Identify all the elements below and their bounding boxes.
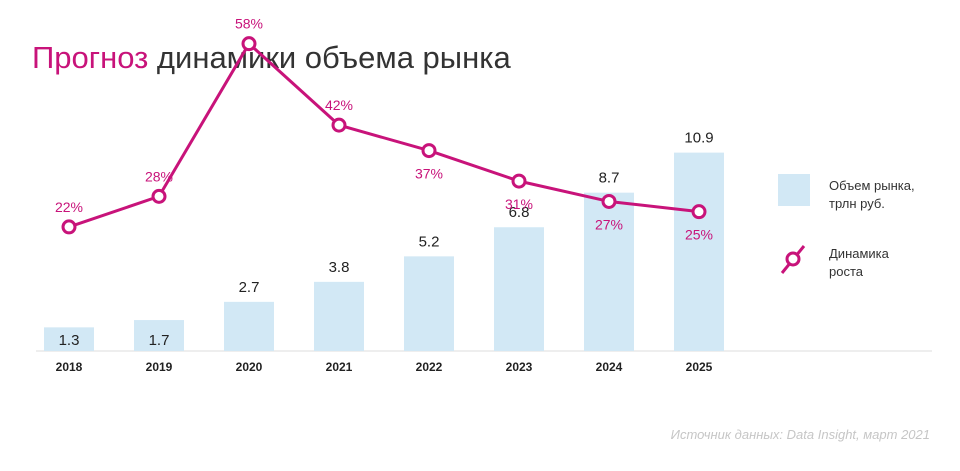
bar-value-label-2019: 1.7 <box>149 332 170 349</box>
growth-line <box>68 42 700 229</box>
x-tick-label-2020: 2020 <box>236 360 263 374</box>
growth-label-2018: 22% <box>55 199 83 215</box>
growth-point-2023 <box>511 173 527 189</box>
growth-label-2025: 25% <box>685 227 713 243</box>
growth-label-2021: 42% <box>325 97 353 113</box>
bar-2024 <box>584 192 634 351</box>
legend-line-label: Динамика роста <box>829 246 889 279</box>
x-tick-label-2021: 2021 <box>326 360 353 374</box>
legend-bar-swatch <box>778 174 810 206</box>
chart-title: Прогноз динамики объема рынка <box>32 40 511 76</box>
bar-2018 <box>44 327 94 351</box>
title-accent: Прогноз <box>32 40 149 75</box>
x-tick-label-2019: 2019 <box>146 360 173 374</box>
bar-2019 <box>134 320 184 351</box>
bar-2021 <box>314 281 364 351</box>
growth-point-2018 <box>61 219 77 235</box>
source-note: Источник данных: Data Insight, март 2021 <box>670 427 930 442</box>
bar-value-label-2020: 2.7 <box>239 279 260 296</box>
bar-2022 <box>404 256 454 351</box>
x-tick-label-2018: 2018 <box>56 360 83 374</box>
bar-value-label-2023: 6.8 <box>509 204 530 221</box>
growth-point-2025 <box>691 204 707 220</box>
legend-bar-label: Объем рынка, трлн руб. <box>829 178 915 211</box>
growth-label-2023: 31% <box>505 196 533 212</box>
title-rest: динамики объема рынка <box>156 40 511 75</box>
bar-2023 <box>494 227 544 351</box>
bar-2020 <box>224 301 274 351</box>
bar-value-label-2021: 3.8 <box>329 259 350 276</box>
growth-label-2022: 37% <box>415 166 443 182</box>
growth-label-2024: 27% <box>595 216 623 232</box>
growth-point-2021 <box>331 117 347 133</box>
x-tick-label-2024: 2024 <box>596 360 623 374</box>
growth-point-2022 <box>421 143 437 159</box>
growth-point-2019 <box>151 188 167 204</box>
x-tick-label-2025: 2025 <box>686 360 713 374</box>
bar-value-label-2024: 8.7 <box>599 170 620 187</box>
bar-value-label-2025: 10.9 <box>684 130 713 147</box>
growth-label-2019: 28% <box>145 168 173 184</box>
bar-2025 <box>674 152 724 351</box>
growth-label-2020: 58% <box>235 16 263 32</box>
bar-value-label-2018: 1.3 <box>59 332 80 349</box>
growth-point-2024 <box>601 193 617 209</box>
x-tick-label-2022: 2022 <box>416 360 443 374</box>
x-tick-label-2023: 2023 <box>506 360 533 374</box>
legend-line-marker <box>785 251 801 267</box>
growth-point-2020 <box>241 36 257 52</box>
bar-value-label-2022: 5.2 <box>419 233 440 250</box>
